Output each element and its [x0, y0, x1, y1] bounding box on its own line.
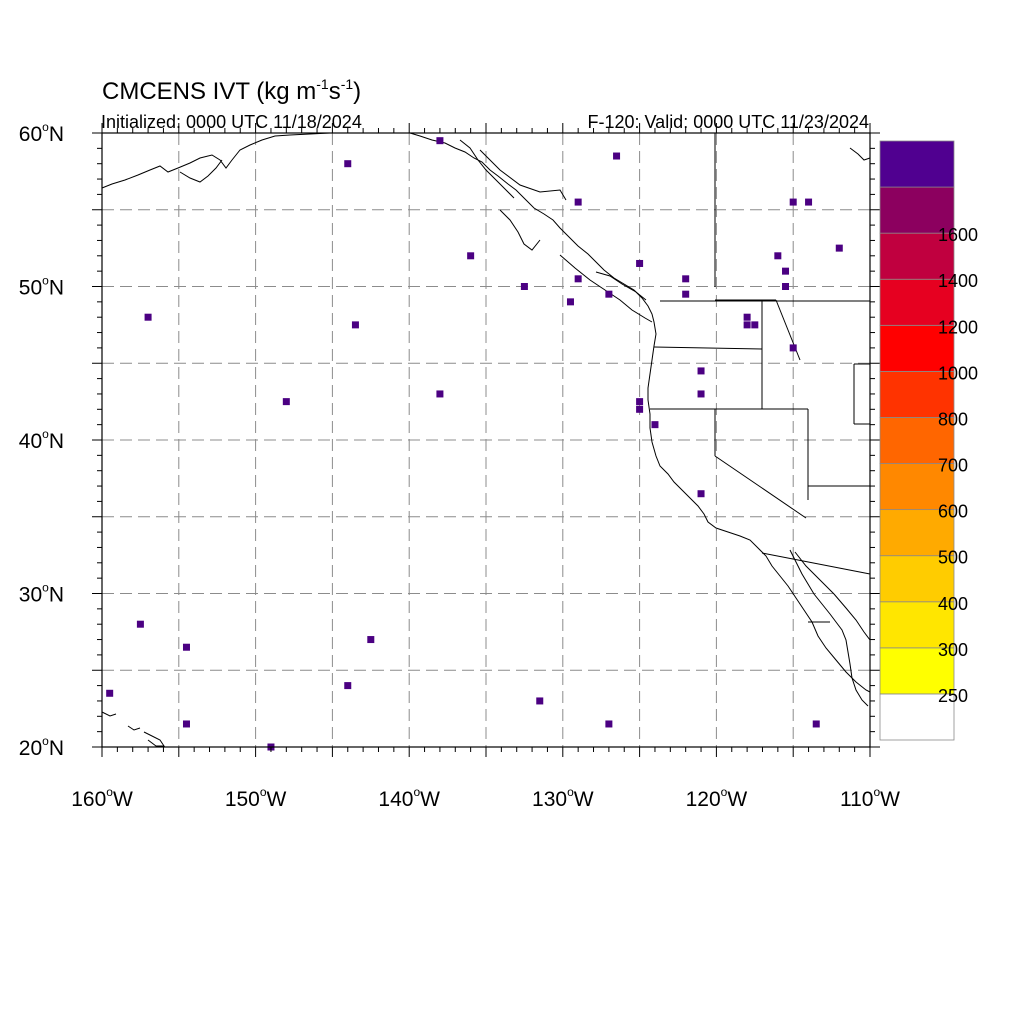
colorbar-box — [879, 509, 955, 557]
lat-label: 30oN — [19, 581, 64, 607]
ivt-cell — [782, 283, 790, 290]
alaska-coast — [101, 132, 871, 693]
lon-label: 150oW — [225, 785, 287, 811]
lon-label: 120oW — [686, 785, 748, 811]
baja-peninsula — [789, 549, 869, 707]
lon-label: 160oW — [71, 785, 133, 811]
colorbar-label: 400 — [938, 594, 968, 614]
ivt-cell — [636, 259, 644, 267]
colorbar: 250 300 400 500 600 700 800 1000 1200 1400 1600 — [879, 140, 978, 741]
southeast-alaska — [459, 139, 515, 199]
ivt-cell — [805, 198, 813, 206]
ivt-cell — [697, 390, 705, 398]
colorbar-label: 1200 — [938, 317, 978, 337]
gulf-coast — [794, 551, 871, 641]
graticule — [102, 133, 870, 747]
coastlines — [101, 132, 871, 747]
ivt-cell — [651, 421, 659, 429]
ivt-cell — [782, 267, 790, 275]
us-mexico-border — [761, 552, 871, 575]
latitude-labels: 60oN 50oN 40oN 30oN 20oN — [19, 120, 64, 760]
colorbar-box — [879, 417, 955, 464]
ivt-cell — [436, 137, 444, 145]
ivt-cell — [682, 290, 690, 298]
colorbar-box — [879, 463, 955, 511]
colorbar-label: 1000 — [938, 363, 978, 383]
ivt-cell — [636, 405, 644, 413]
lat-label: 40oN — [19, 427, 64, 453]
colorbar-label: 300 — [938, 640, 968, 660]
colorbar-label: 1400 — [938, 271, 978, 291]
axis-ticks — [92, 123, 880, 757]
ivt-cell — [574, 198, 582, 206]
lon-label: 130oW — [532, 785, 594, 811]
washington-oregon-border — [653, 346, 763, 350]
colorbar-box — [879, 278, 955, 326]
ivt-cell — [743, 321, 751, 329]
ivt-cell — [697, 367, 705, 375]
ivt-cell — [344, 682, 352, 690]
ivt-cell — [536, 697, 544, 705]
ivt-cell — [789, 344, 797, 352]
cook-inlet — [179, 159, 223, 183]
ivt-cell — [774, 252, 782, 260]
bc-islands — [499, 209, 653, 323]
ivt-cell — [436, 390, 444, 398]
ivt-cell — [613, 152, 621, 160]
ivt-cell — [520, 283, 528, 290]
ivt-cell — [697, 490, 705, 498]
ivt-cell — [636, 398, 644, 406]
ivt-cell — [144, 313, 152, 321]
colorbar-box — [879, 555, 955, 603]
colorbar-box — [879, 324, 955, 372]
ivt-cell — [812, 720, 820, 728]
lat-label: 60oN — [19, 120, 64, 146]
colorbar-box — [879, 140, 955, 188]
ivt-cell — [106, 689, 114, 697]
lon-label: 110oW — [840, 785, 900, 811]
ivt-cell — [282, 398, 290, 406]
colorbar-box — [879, 370, 955, 418]
hawaii-islands — [101, 711, 165, 747]
lon-label: 140oW — [378, 785, 440, 811]
colorbar-box — [879, 186, 955, 234]
lat-label: 20oN — [19, 734, 64, 760]
colorbar-box — [879, 232, 955, 280]
figure-title: CMCENS IVT (kg m-1s-1) — [102, 76, 361, 105]
colorbar-label: 250 — [938, 686, 968, 706]
ivt-cell — [566, 298, 574, 306]
ivt-cell — [605, 720, 613, 728]
colorbar-box — [879, 693, 955, 741]
ivt-cell — [182, 643, 190, 651]
california-nevada-diagonal — [714, 455, 807, 519]
colorbar-label: 600 — [938, 502, 968, 522]
ivt-cell — [367, 636, 375, 644]
northern-coast-lake — [849, 147, 871, 161]
ivt-cell — [743, 313, 751, 321]
initialized-label: Initialized: 0000 UTC 11/18/2024 — [101, 112, 362, 132]
ivt-cell — [467, 252, 475, 260]
ivt-cell — [682, 275, 690, 283]
colorbar-label: 1600 — [938, 225, 978, 245]
longitude-labels: 160oW 150oW 140oW 130oW 120oW 110oW — [71, 785, 900, 811]
ivt-cell — [182, 720, 190, 728]
map-area — [101, 132, 871, 751]
colorbar-label: 800 — [938, 409, 968, 429]
colorbar-box — [879, 647, 955, 695]
lat-label: 50oN — [19, 274, 64, 300]
ivt-cell — [835, 244, 843, 252]
ivt-cell — [751, 321, 759, 329]
ivt-cell — [574, 275, 582, 283]
colorbar-box — [879, 601, 955, 649]
ivt-cell — [351, 321, 359, 329]
ivt-cell — [789, 198, 797, 206]
colorbar-label: 700 — [938, 456, 968, 476]
bc-north-coast — [479, 149, 567, 201]
ivt-cell — [136, 620, 144, 628]
valid-label: F-120: Valid: 0000 UTC 11/23/2024 — [587, 112, 869, 132]
ivt-cell — [344, 160, 352, 168]
ivt-cell — [605, 290, 613, 298]
colorbar-label: 500 — [938, 548, 968, 568]
